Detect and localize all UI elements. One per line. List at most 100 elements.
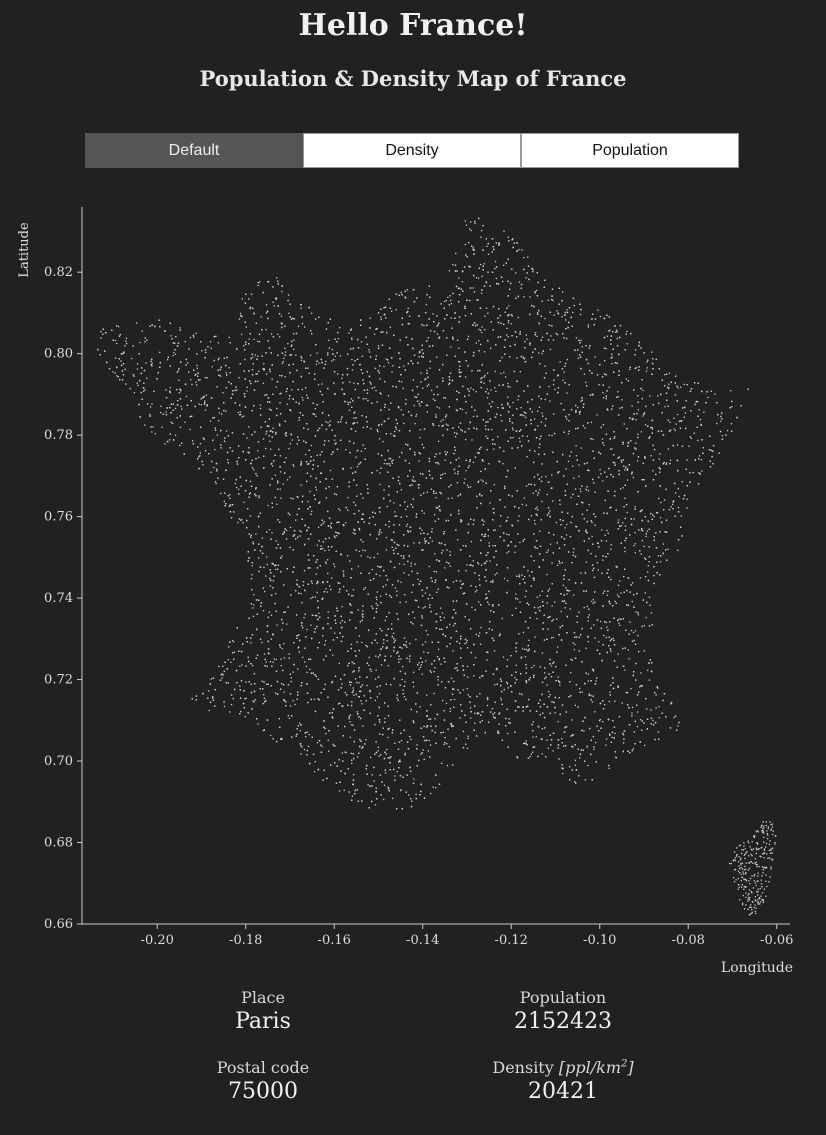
commune-point (494, 387, 496, 389)
commune-point (413, 542, 415, 544)
commune-point (532, 751, 534, 753)
commune-point (328, 440, 330, 442)
commune-point (315, 582, 318, 585)
commune-point (237, 488, 240, 490)
density-view-button[interactable]: Density (303, 133, 521, 168)
population-view-button[interactable]: Population (521, 133, 739, 168)
commune-point (520, 407, 522, 409)
commune-point (442, 549, 444, 552)
commune-point (301, 746, 303, 748)
commune-point (532, 271, 534, 273)
commune-point (324, 549, 326, 552)
commune-point (454, 436, 457, 438)
commune-points[interactable] (97, 217, 777, 916)
commune-point (167, 358, 169, 361)
commune-point (327, 611, 329, 613)
commune-point (405, 601, 407, 603)
commune-point (341, 683, 343, 685)
commune-point (256, 475, 258, 477)
commune-point (664, 374, 666, 376)
commune-point (265, 575, 267, 577)
commune-point (350, 681, 353, 683)
commune-point (483, 351, 486, 353)
commune-point (466, 747, 469, 749)
commune-point (639, 577, 642, 579)
commune-point (548, 588, 551, 590)
commune-point (470, 540, 473, 543)
commune-point (579, 488, 581, 490)
commune-point (480, 470, 482, 472)
commune-point (452, 581, 455, 583)
commune-point (614, 436, 616, 438)
commune-point (525, 504, 527, 506)
commune-point (528, 575, 531, 577)
commune-point (635, 419, 637, 421)
commune-point (329, 525, 332, 527)
commune-point (486, 388, 488, 390)
commune-point (440, 303, 442, 305)
default-view-button[interactable]: Default (85, 133, 303, 168)
commune-point (549, 348, 552, 351)
commune-point (347, 496, 349, 499)
commune-point (587, 324, 589, 326)
commune-point (274, 474, 276, 476)
commune-point (195, 381, 197, 383)
commune-point (276, 624, 278, 626)
commune-point (403, 563, 405, 566)
commune-point (400, 489, 402, 491)
commune-point (517, 399, 519, 401)
commune-point (198, 456, 200, 458)
france-scatter-map[interactable]: 0.660.680.700.720.740.760.780.800.82-0.2… (0, 195, 826, 985)
commune-point (296, 443, 298, 445)
commune-point (427, 634, 429, 636)
commune-point (673, 500, 675, 502)
commune-point (376, 696, 378, 698)
commune-point (174, 434, 177, 436)
commune-point (423, 512, 425, 514)
commune-point (315, 573, 317, 575)
commune-point (137, 384, 139, 386)
commune-point (506, 533, 508, 535)
commune-point (199, 452, 201, 454)
commune-point (289, 705, 292, 707)
commune-point (481, 331, 483, 334)
commune-point (387, 395, 390, 397)
commune-point (588, 504, 590, 506)
commune-point (475, 633, 477, 635)
commune-point (327, 739, 329, 741)
commune-point (552, 339, 555, 341)
commune-point (300, 753, 302, 755)
commune-point (320, 545, 322, 547)
commune-point (546, 602, 548, 604)
commune-point (270, 614, 273, 616)
commune-point (449, 708, 452, 710)
commune-point (420, 533, 422, 535)
commune-point (172, 354, 174, 357)
commune-point (581, 691, 583, 693)
commune-point (494, 370, 496, 373)
commune-point (594, 356, 596, 358)
commune-point (436, 656, 439, 658)
commune-point (449, 565, 451, 567)
commune-point (359, 529, 361, 531)
commune-point (545, 475, 547, 478)
commune-point (303, 617, 305, 619)
commune-point (472, 415, 475, 418)
commune-point (487, 253, 490, 255)
commune-point (574, 764, 576, 766)
commune-point (543, 672, 546, 674)
commune-point (410, 565, 412, 567)
commune-point (449, 710, 451, 713)
commune-point (314, 761, 316, 763)
commune-point (530, 753, 532, 755)
commune-point (604, 360, 606, 362)
commune-point (617, 396, 620, 398)
commune-point (304, 661, 306, 663)
commune-point (223, 500, 225, 503)
commune-point (400, 740, 403, 742)
commune-point (283, 532, 285, 534)
commune-point (298, 651, 300, 653)
commune-point (313, 698, 316, 700)
commune-point (525, 667, 528, 669)
commune-point (249, 308, 251, 310)
